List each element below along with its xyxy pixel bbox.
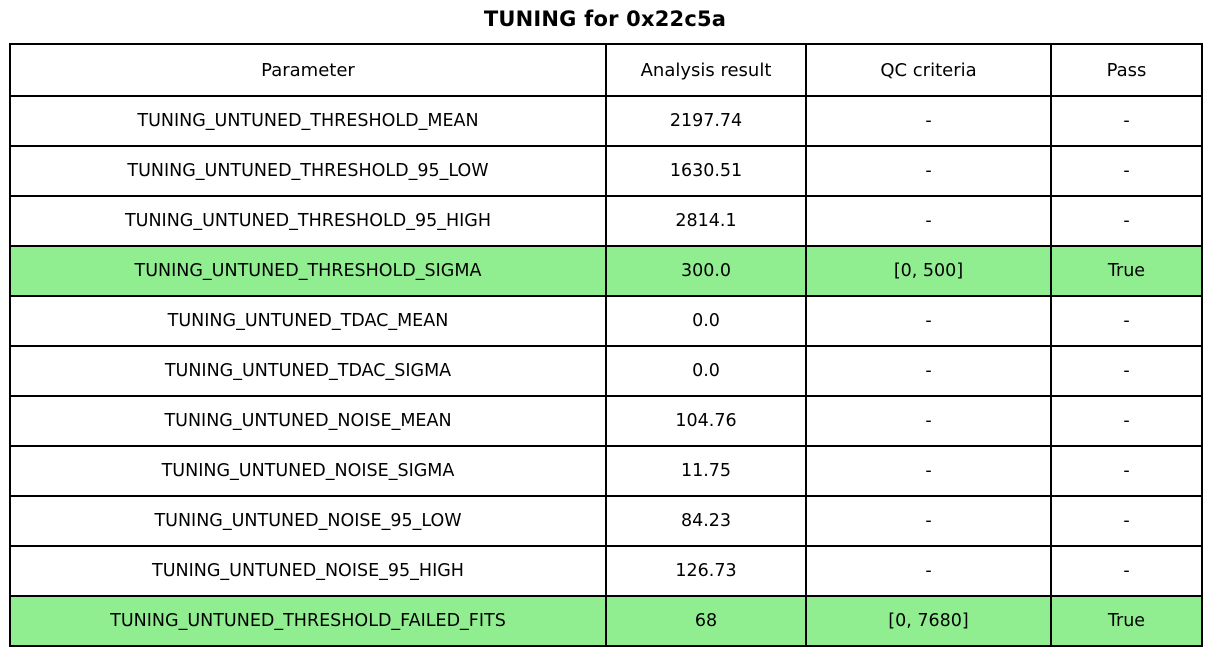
table-row: TUNING_UNTUNED_NOISE_SIGMA 11.75- - — [9, 445, 1203, 497]
cell-qc: - — [805, 445, 1052, 497]
cell-pass: - — [1050, 295, 1203, 347]
table-row: TUNING_UNTUNED_THRESHOLD_95_LOW 1630.51- - — [9, 145, 1203, 197]
cell-result: 0.0 — [605, 295, 807, 347]
table-row: TUNING_UNTUNED_NOISE_95_HIGH 126.73- - — [9, 545, 1203, 597]
cell-parameter: TUNING_UNTUNED_NOISE_95_HIGH — [9, 545, 607, 597]
header-analysis-result: Analysis result — [605, 43, 807, 97]
cell-qc: [0, 500] — [805, 245, 1052, 297]
cell-parameter: TUNING_UNTUNED_NOISE_MEAN — [9, 395, 607, 447]
header-qc-criteria: QC criteria — [805, 43, 1052, 97]
cell-parameter: TUNING_UNTUNED_THRESHOLD_SIGMA — [9, 245, 607, 297]
table-row: TUNING_UNTUNED_TDAC_SIGMA 0.0- - — [9, 345, 1203, 397]
cell-parameter: TUNING_UNTUNED_THRESHOLD_MEAN — [9, 95, 607, 147]
cell-result: 126.73 — [605, 545, 807, 597]
cell-result: 11.75 — [605, 445, 807, 497]
cell-qc: - — [805, 395, 1052, 447]
cell-result: 68 — [605, 595, 807, 647]
cell-result: 2814.1 — [605, 195, 807, 247]
header-row: Parameter Analysis result QC criteria Pa… — [9, 43, 1203, 97]
cell-result: 2197.74 — [605, 95, 807, 147]
table-row: TUNING_UNTUNED_THRESHOLD_FAILED_FITS 68 [0… — [9, 595, 1203, 647]
cell-parameter: TUNING_UNTUNED_NOISE_SIGMA — [9, 445, 607, 497]
table-row: TUNING_UNTUNED_THRESHOLD_MEAN 2197.74- - — [9, 95, 1203, 147]
cell-pass: - — [1050, 145, 1203, 197]
cell-qc: - — [805, 545, 1052, 597]
cell-qc: - — [805, 95, 1052, 147]
table-body: TUNING_UNTUNED_THRESHOLD_MEAN 2197.74- - TU… — [9, 95, 1203, 647]
cell-result: 1630.51 — [605, 145, 807, 197]
table-row: TUNING_UNTUNED_NOISE_95_LOW 84.23- - — [9, 495, 1203, 547]
cell-parameter: TUNING_UNTUNED_NOISE_95_LOW — [9, 495, 607, 547]
tuning-qc-table: Parameter Analysis result QC criteria Pa… — [9, 43, 1203, 647]
cell-qc: - — [805, 295, 1052, 347]
cell-pass: - — [1050, 195, 1203, 247]
table-row: TUNING_UNTUNED_THRESHOLD_SIGMA 300.0 [0, 5… — [9, 245, 1203, 297]
cell-parameter: TUNING_UNTUNED_TDAC_SIGMA — [9, 345, 607, 397]
cell-parameter: TUNING_UNTUNED_THRESHOLD_95_LOW — [9, 145, 607, 197]
cell-pass: - — [1050, 345, 1203, 397]
cell-parameter: TUNING_UNTUNED_THRESHOLD_95_HIGH — [9, 195, 607, 247]
table-header: Parameter Analysis result QC criteria Pa… — [9, 43, 1203, 97]
table-row: TUNING_UNTUNED_THRESHOLD_95_HIGH 2814.1- - — [9, 195, 1203, 247]
cell-qc: [0, 7680] — [805, 595, 1052, 647]
cell-qc: - — [805, 345, 1052, 397]
table-row: TUNING_UNTUNED_TDAC_MEAN 0.0- - — [9, 295, 1203, 347]
table-row: TUNING_UNTUNED_NOISE_MEAN 104.76- - — [9, 395, 1203, 447]
cell-pass: - — [1050, 95, 1203, 147]
cell-pass: True — [1050, 595, 1203, 647]
page-title: TUNING for 0x22c5a — [483, 7, 727, 31]
cell-qc: - — [805, 195, 1052, 247]
cell-result: 300.0 — [605, 245, 807, 297]
cell-pass: - — [1050, 395, 1203, 447]
cell-pass: True — [1050, 245, 1203, 297]
header-pass: Pass — [1050, 43, 1203, 97]
cell-parameter: TUNING_UNTUNED_TDAC_MEAN — [9, 295, 607, 347]
cell-pass: - — [1050, 545, 1203, 597]
cell-qc: - — [805, 495, 1052, 547]
cell-parameter: TUNING_UNTUNED_THRESHOLD_FAILED_FITS — [9, 595, 607, 647]
cell-qc: - — [805, 145, 1052, 197]
cell-result: 104.76 — [605, 395, 807, 447]
cell-result: 0.0 — [605, 345, 807, 397]
cell-pass: - — [1050, 445, 1203, 497]
cell-result: 84.23 — [605, 495, 807, 547]
header-parameter: Parameter — [9, 43, 607, 97]
cell-pass: - — [1050, 495, 1203, 547]
